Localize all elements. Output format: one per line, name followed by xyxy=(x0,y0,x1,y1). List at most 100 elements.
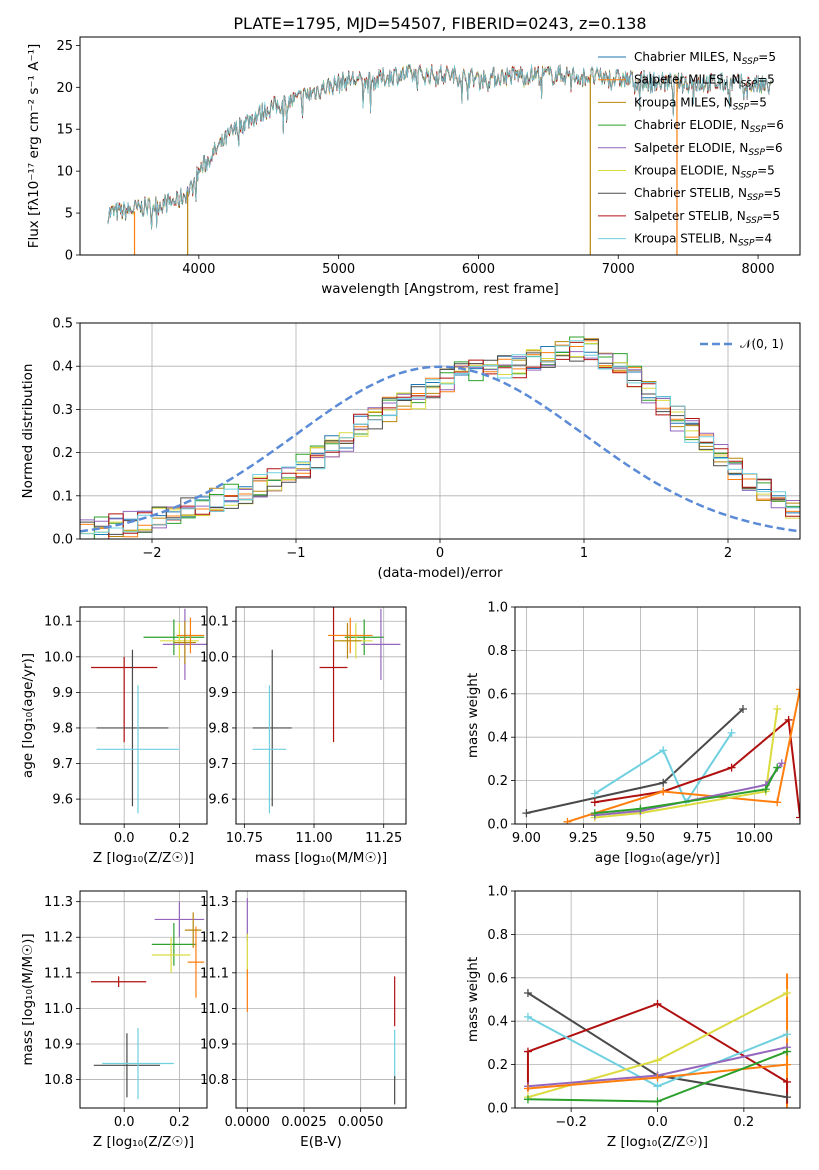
axes-frame xyxy=(514,606,801,825)
weight-marker xyxy=(523,1047,532,1056)
weight-marker xyxy=(727,728,736,737)
y-axis-label: mass [log₁₀(M/M☉)] xyxy=(20,933,36,1065)
y-axis-label: age [log₁₀(age/yr)] xyxy=(20,653,36,778)
x-tick-label: 6000 xyxy=(462,262,495,277)
weight-marker xyxy=(784,715,793,724)
y-tick-label: 0.8 xyxy=(487,644,508,659)
x-tick-label: 0.2 xyxy=(734,1115,755,1130)
x-tick-label: 0.0 xyxy=(114,1115,135,1130)
x-axis-label: mass [log₁₀(M/M☉)] xyxy=(255,850,387,866)
x-tick-label: 0.0000 xyxy=(225,1115,271,1130)
y-tick-label: 9.9 xyxy=(208,686,229,701)
y-tick-label: 0.1 xyxy=(52,489,73,504)
weight-marker xyxy=(653,1082,662,1091)
plot-area xyxy=(246,898,396,1105)
y-tick-label: 0.5 xyxy=(52,317,73,332)
panel-residuals: −2 −1 0 1 2 0.0 0.1 0.2 0.3 0.4 0.5 (data-model)/er… xyxy=(20,317,800,581)
x-axis-label: (data-model)/error xyxy=(377,565,503,581)
weight-marker xyxy=(522,809,531,818)
x-tick-label: 9.75 xyxy=(683,831,712,846)
legend-label: Kroupa MILES, NSSP=5 xyxy=(634,95,767,112)
weight-marker xyxy=(653,1056,662,1065)
weight-marker xyxy=(653,999,662,1008)
x-tick-label: 10.00 xyxy=(736,831,773,846)
plot-area xyxy=(523,973,792,1108)
y-tick-label: 11.1 xyxy=(200,966,229,981)
y-tick-label: 15 xyxy=(56,123,73,138)
x-axis-label: wavelength [Angstrom, rest frame] xyxy=(321,281,559,297)
legend-label: Salpeter ELODIE, NSSP=6 xyxy=(634,141,783,158)
weight-marker xyxy=(590,798,599,807)
x-tick-label: 5000 xyxy=(322,262,355,277)
y-tick-label: 0 xyxy=(65,249,73,264)
weight-marker xyxy=(783,1077,792,1086)
plot-area xyxy=(522,685,800,824)
weight-marker xyxy=(653,1073,662,1082)
y-tick-label: 10.8 xyxy=(200,1073,229,1088)
y-tick-label: 9.8 xyxy=(52,721,73,736)
y-tick-label: 25 xyxy=(56,39,73,54)
weight-marker xyxy=(783,1060,792,1069)
panel-weight_vs_Z: −0.2 0.0 0.2 0.0 0.2 0.4 0.6 0.8 1.0 Z [log₁₀(Z/Z… xyxy=(465,885,800,1150)
weight-marker xyxy=(523,1095,532,1104)
weight-marker xyxy=(523,1084,532,1093)
x-axis-label: age [log₁₀(age/yr)] xyxy=(595,850,720,866)
y-tick-label: 10.9 xyxy=(44,1037,73,1052)
y-tick-label: 10.0 xyxy=(200,650,229,665)
weight-series xyxy=(594,708,779,819)
y-tick-label: 0.4 xyxy=(487,731,508,746)
axes-frame xyxy=(79,890,208,1109)
panels: 4000 5000 6000 7000 80000510152025wavelength… xyxy=(20,36,801,1150)
weight-marker xyxy=(783,988,792,997)
panel-age_vs_Z: 0.0 0.2 9.6 9.7 9.8 9.9 10.0 10.1 Z [log₁₀(Z/Z☉)… xyxy=(20,607,207,866)
y-tick-label: 0.8 xyxy=(487,928,508,943)
weight-series xyxy=(594,767,779,815)
legend-label: Kroupa STELIB, NSSP=4 xyxy=(634,232,772,249)
x-tick-label: 11.00 xyxy=(295,831,332,846)
y-axis-label: Normed distribution xyxy=(20,364,36,499)
y-tick-label: 11.0 xyxy=(200,1002,229,1017)
y-tick-label: 10.1 xyxy=(200,615,229,630)
spectrum-series xyxy=(107,64,772,230)
weight-marker xyxy=(636,804,645,813)
legend-label: 𝒩(0, 1) xyxy=(740,337,784,351)
axes-frame xyxy=(79,606,208,825)
y-axis-label: Flux [fλ10⁻¹⁷ erg cm⁻² s⁻¹ A⁻¹] xyxy=(26,44,42,249)
panel-mass_vs_Z: 0.0 0.2 10.8 10.9 11.0 11.1 11.2 11.3 Z [log₁₀(Z… xyxy=(20,891,207,1150)
weight-marker xyxy=(783,1047,792,1056)
legend-label: Chabrier MILES, NSSP=5 xyxy=(634,50,776,67)
x-tick-label: −0.2 xyxy=(555,1115,587,1130)
axes-frame xyxy=(235,890,407,1109)
y-tick-label: 11.3 xyxy=(200,895,229,910)
axes-frame xyxy=(79,36,801,256)
y-axis-label: mass weight xyxy=(465,673,481,758)
plot-area xyxy=(252,607,401,814)
y-tick-label: 20 xyxy=(56,81,73,96)
y-tick-label: 10.1 xyxy=(44,615,73,630)
y-tick-label: 9.7 xyxy=(52,757,73,772)
y-tick-label: 0.4 xyxy=(52,360,73,375)
y-tick-label: 10 xyxy=(56,165,73,180)
y-tick-label: 1.0 xyxy=(487,601,508,616)
weight-series xyxy=(594,762,783,817)
plot-area xyxy=(91,901,205,1100)
y-tick-label: 9.9 xyxy=(52,686,73,701)
weight-marker xyxy=(727,763,736,772)
y-axis-label: mass weight xyxy=(465,957,481,1042)
panel-age_vs_mass: 10.75 11.00 11.25 9.6 9.7 9.8 9.9 10.0 10.1 mass … xyxy=(200,607,406,866)
x-tick-label: 9.25 xyxy=(569,831,598,846)
y-tick-label: 5 xyxy=(65,207,73,222)
axes-frame xyxy=(79,322,801,540)
y-tick-label: 9.6 xyxy=(208,793,229,808)
y-tick-label: 1.0 xyxy=(487,885,508,900)
y-tick-label: 0.4 xyxy=(487,1015,508,1030)
plot-area xyxy=(80,336,800,539)
y-tick-label: 0.3 xyxy=(52,403,73,418)
x-tick-label: 8000 xyxy=(742,262,775,277)
y-tick-label: 10.8 xyxy=(44,1073,73,1088)
weight-marker xyxy=(590,789,599,798)
histogram-series xyxy=(80,340,800,535)
axes-frame xyxy=(235,606,407,825)
x-tick-label: 1 xyxy=(580,546,588,561)
y-tick-label: 0.6 xyxy=(487,687,508,702)
